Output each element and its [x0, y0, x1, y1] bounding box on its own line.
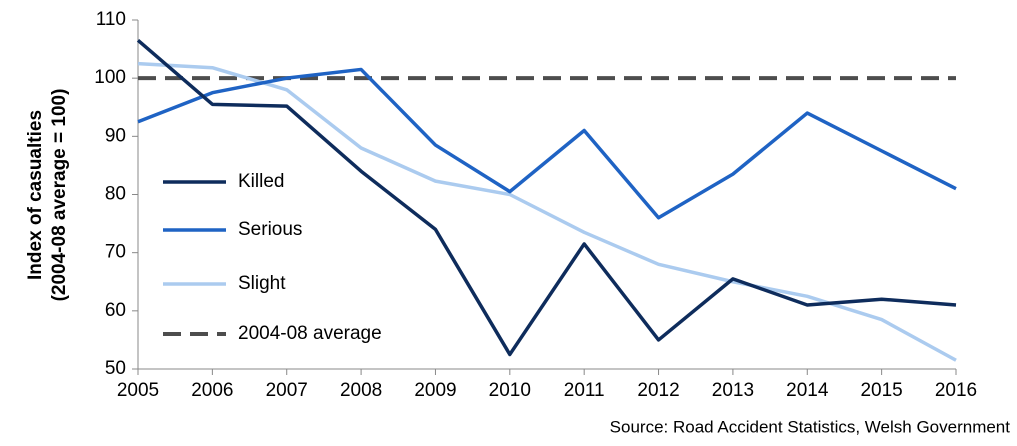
x-tick-label: 2016 — [935, 380, 977, 401]
legend-label: Serious — [238, 219, 302, 240]
x-tick-label: 2005 — [117, 380, 159, 401]
series-line — [136, 39, 957, 357]
y-tick-label: 100 — [94, 67, 126, 88]
x-tick-label: 2010 — [489, 380, 531, 401]
x-tick-label: 2006 — [191, 380, 233, 401]
y-tick-label: 110 — [96, 9, 126, 30]
y-tick-label: 80 — [105, 184, 126, 205]
legend-label: Killed — [238, 171, 284, 192]
x-tick-label: 2012 — [637, 380, 679, 401]
x-tick-label: 2009 — [414, 380, 456, 401]
series-line — [137, 61, 957, 362]
y-tick-label: 60 — [105, 300, 126, 321]
y-axis-label: (2004-08 average = 100) — [49, 89, 70, 302]
source-note: Source: Road Accident Statistics, Welsh … — [610, 417, 1011, 436]
x-tick-label: 2015 — [860, 380, 902, 401]
x-tick-label: 2007 — [266, 380, 308, 401]
x-tick-label: 2014 — [786, 380, 829, 401]
y-tick-label: 50 — [105, 358, 126, 379]
x-tick-label: 2011 — [564, 380, 605, 401]
x-tick-label: 2008 — [340, 380, 382, 401]
y-tick-label: 70 — [105, 242, 126, 263]
legend-label: 2004-08 average — [238, 323, 382, 344]
y-tick-label: 90 — [105, 125, 126, 146]
x-tick-label: 2013 — [712, 380, 754, 401]
legend-label: Slight — [238, 273, 286, 294]
series-line — [137, 67, 957, 220]
y-axis-label: Index of casualties — [25, 110, 46, 280]
